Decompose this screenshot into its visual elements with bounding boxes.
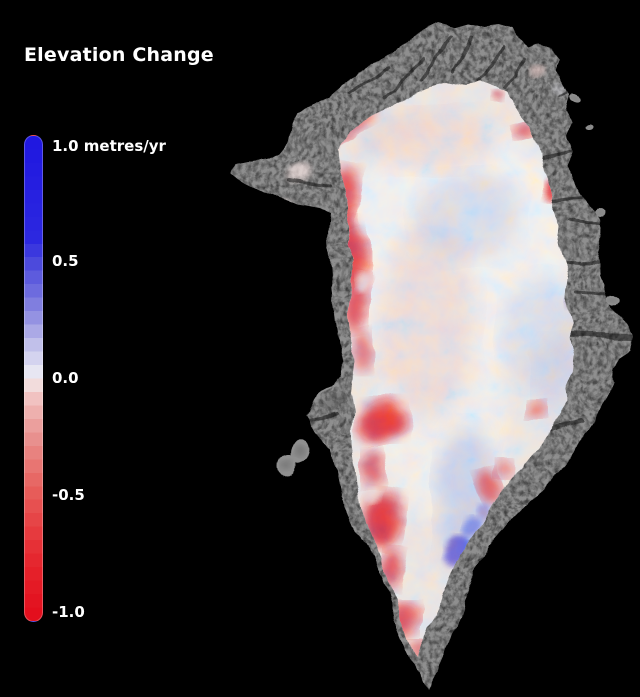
fjord-line bbox=[568, 218, 602, 226]
thule-ice-cap-2 bbox=[278, 200, 294, 212]
svartenhuk-peninsula bbox=[294, 445, 306, 459]
fjord-line bbox=[350, 64, 392, 96]
fjord-line bbox=[374, 630, 394, 642]
fjord-line bbox=[360, 596, 382, 608]
fjord-line bbox=[382, 56, 426, 100]
ne-islet-2 bbox=[585, 124, 591, 128]
sw-islet bbox=[283, 462, 293, 474]
colorbar-tick-label: 0.5 bbox=[52, 252, 79, 270]
colorbar-tick-label: 0.0 bbox=[52, 369, 79, 387]
fjord-line bbox=[500, 56, 524, 90]
ne-islet-1 bbox=[572, 95, 580, 101]
colorbar-tick-label: 1.0 metres/yr bbox=[52, 137, 166, 155]
fjord-line bbox=[348, 560, 370, 572]
colorbar-gradient bbox=[24, 135, 43, 622]
colorbar-tick-label: -1.0 bbox=[52, 603, 85, 621]
fjord-line bbox=[545, 194, 585, 202]
figure-title: Elevation Change bbox=[24, 44, 214, 66]
fjord-line bbox=[418, 36, 454, 80]
fjord-line bbox=[472, 46, 504, 82]
se-blue-5 bbox=[519, 555, 529, 565]
thule-ice-cap bbox=[287, 162, 313, 182]
fjord-line bbox=[576, 288, 608, 294]
fjord-line bbox=[538, 148, 574, 160]
fjord-line bbox=[450, 36, 474, 74]
e-blue-3 bbox=[581, 459, 595, 473]
e-islet-2 bbox=[594, 212, 600, 216]
e-islet-1 bbox=[607, 297, 617, 303]
colorbar-tick-label: -0.5 bbox=[52, 486, 85, 504]
fjord-line bbox=[556, 258, 604, 264]
colorbar: 1.0 metres/yr 0.5 0.0 -0.5 -1.0 bbox=[0, 0, 220, 697]
fjord-line bbox=[288, 178, 332, 188]
fjord-line bbox=[334, 538, 362, 548]
ne-ice-cap-2 bbox=[553, 85, 567, 95]
ne-ice-cap bbox=[527, 64, 545, 76]
fjord-line bbox=[543, 420, 584, 434]
